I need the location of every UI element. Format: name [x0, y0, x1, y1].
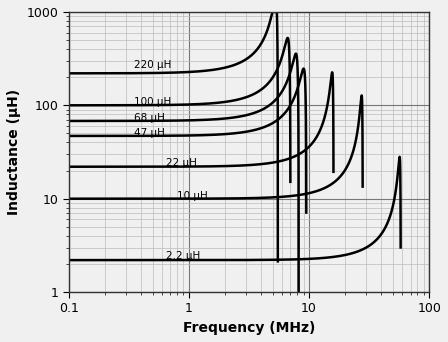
Text: 68 μH: 68 μH: [134, 113, 165, 122]
Y-axis label: Inductance (μH): Inductance (μH): [7, 89, 21, 215]
Text: 2.2 μH: 2.2 μH: [166, 251, 201, 261]
X-axis label: Frequency (MHz): Frequency (MHz): [183, 321, 315, 335]
Text: 220 μH: 220 μH: [134, 60, 172, 70]
Text: 100 μH: 100 μH: [134, 97, 172, 107]
Text: 47 μH: 47 μH: [134, 128, 165, 137]
Text: 22 μH: 22 μH: [166, 158, 197, 168]
Text: 10 μH: 10 μH: [177, 190, 208, 200]
